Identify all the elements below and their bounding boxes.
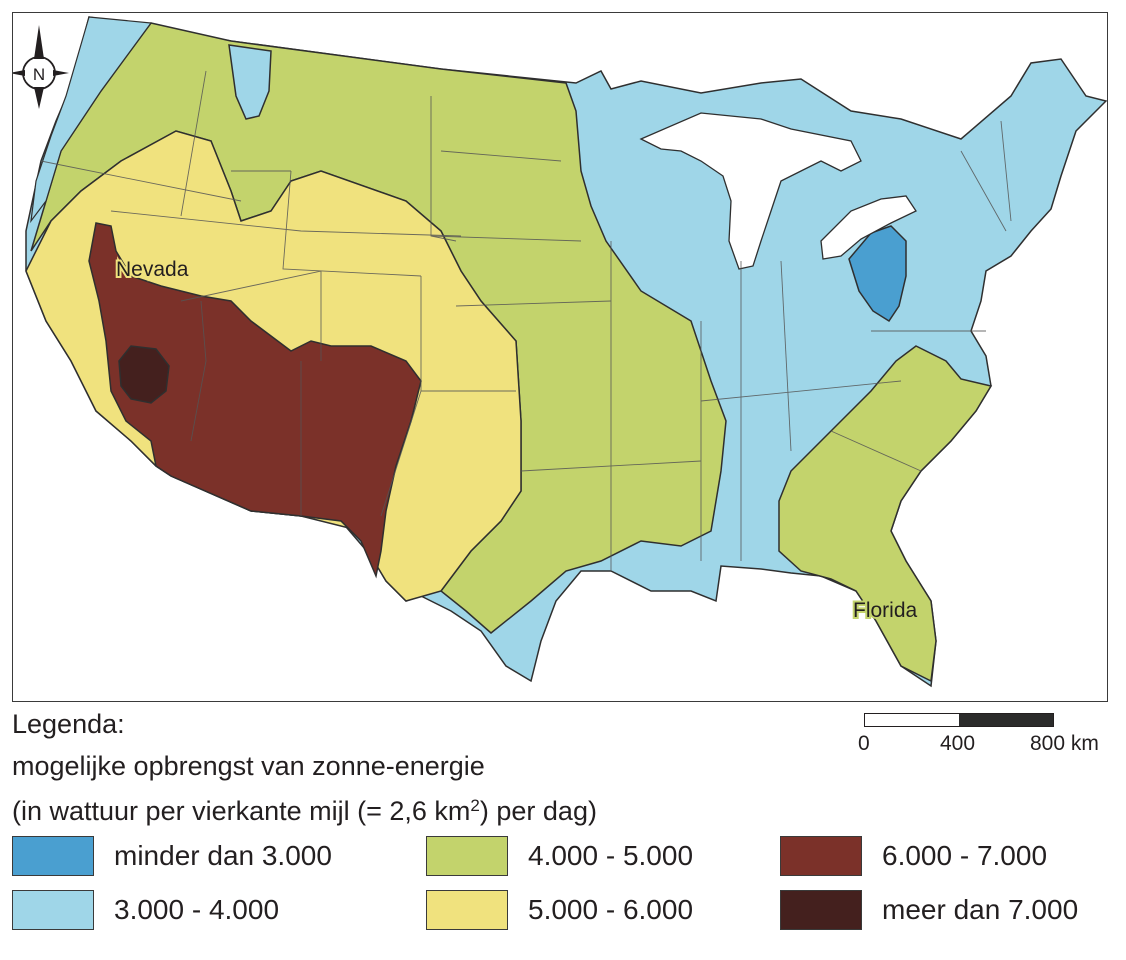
scale-label-0: 0 <box>858 732 870 755</box>
map-frame: N Nevada Florida <box>12 12 1108 702</box>
zone-green-southeast <box>778 345 993 683</box>
legend-item-2: 3.000 - 4.000 <box>12 890 279 930</box>
scale-bar-white <box>865 714 959 726</box>
label-nevada: Nevada <box>116 258 189 281</box>
compass-icon: N <box>13 25 69 109</box>
legend-item-3: 4.000 - 5.000 <box>426 836 693 876</box>
scale-bar <box>864 713 1054 727</box>
legend-subtitle-post: ) per dag) <box>479 796 597 826</box>
compass-n-label: N <box>33 65 45 84</box>
zone-darkest <box>118 345 170 404</box>
legend-subtitle-pre: (in wattuur per vierkante mijl (= 2,6 km <box>12 796 471 826</box>
legend-subtitle-line1: mogelijke opbrengst van zonne-energie <box>12 751 485 781</box>
state-boundaries <box>40 70 1012 571</box>
scale-label-800: 800 km <box>1030 732 1099 755</box>
zone-darkred <box>88 222 422 579</box>
legend-label-3: 4.000 - 5.000 <box>528 840 694 871</box>
legend-swatch-2 <box>12 890 94 930</box>
legend-swatch-4 <box>426 890 508 930</box>
legend-item-6: meer dan 7.000 <box>780 890 1078 930</box>
legend-label-4: 5.000 - 6.000 <box>528 894 694 925</box>
zone-blue-dark <box>848 225 907 323</box>
legend-label-6: meer dan 7.000 <box>882 894 1079 925</box>
legend-swatch-3 <box>426 836 508 876</box>
label-florida: Florida <box>853 599 918 622</box>
legend-item-1: minder dan 3.000 <box>12 836 332 876</box>
great-lakes <box>639 112 862 270</box>
legend-subtitle-line2: (in wattuur per vierkante mijl (= 2,6 km… <box>12 790 597 827</box>
solar-map: N Nevada Florida <box>13 16 1107 688</box>
lake-east <box>820 195 917 260</box>
legend-swatch-1 <box>12 836 94 876</box>
legend-label-5: 6.000 - 7.000 <box>882 840 1048 871</box>
scale-bar-black <box>959 714 1053 726</box>
zone-lightblue-northwest <box>30 16 153 224</box>
legend-label-2: 3.000 - 4.000 <box>114 894 280 925</box>
legend-subtitle-sup: 2 <box>470 796 480 815</box>
legend-item-5: 6.000 - 7.000 <box>780 836 1047 876</box>
legend-label-1: minder dan 3.000 <box>114 840 332 871</box>
legend-title: Legenda: <box>12 709 125 739</box>
legend-swatch-6 <box>780 890 862 930</box>
legend-item-4: 5.000 - 6.000 <box>426 890 693 930</box>
legend-swatch-5 <box>780 836 862 876</box>
scale-label-400: 400 <box>940 732 976 755</box>
zone-lightblue-montana <box>228 44 272 120</box>
